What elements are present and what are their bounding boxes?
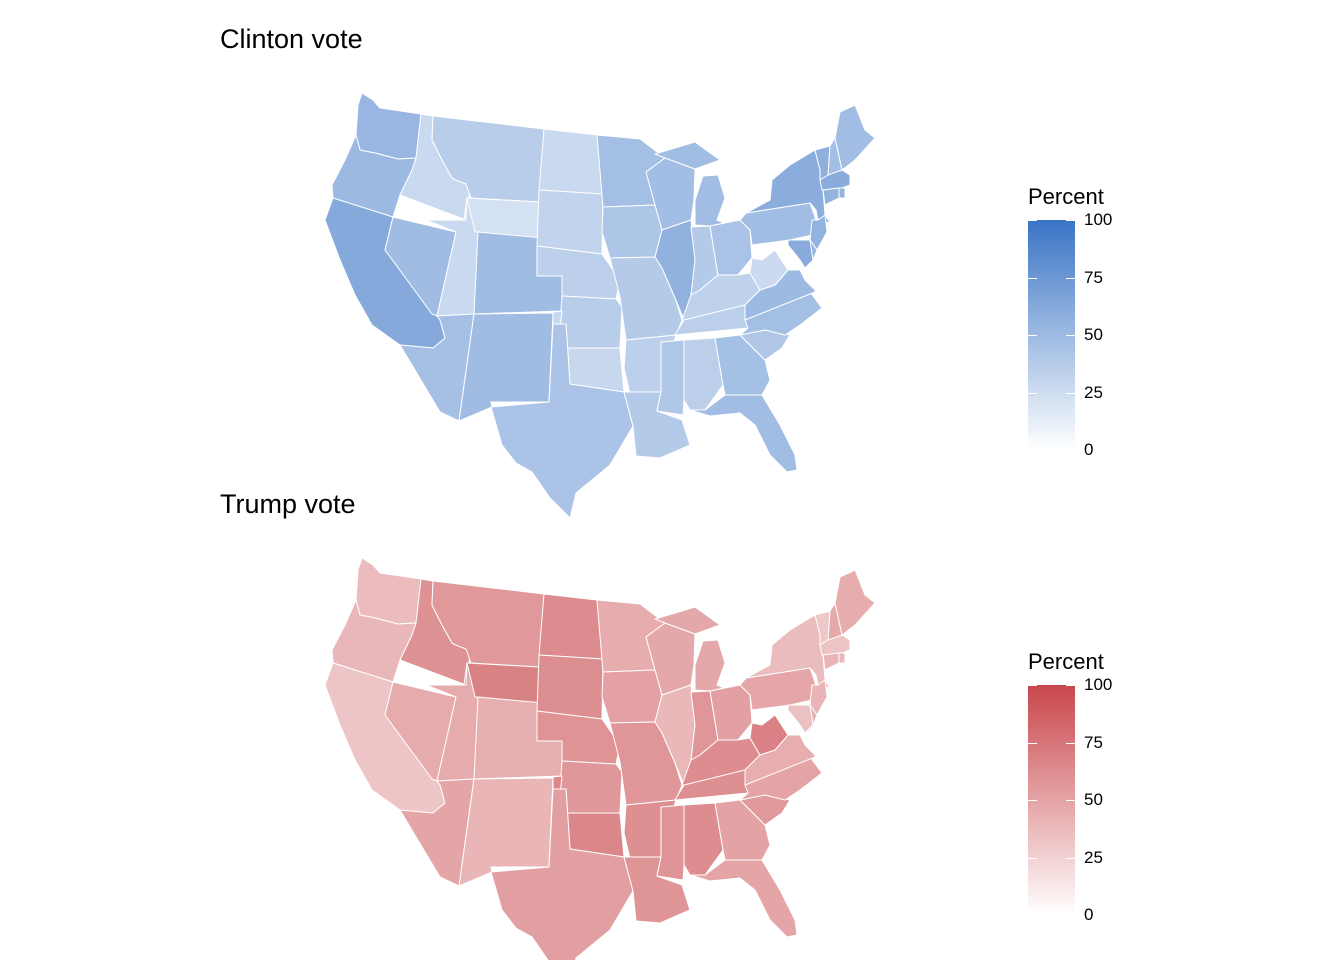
state-pa <box>739 667 817 711</box>
legend-tick-mark <box>1028 392 1037 394</box>
state-md <box>787 704 814 734</box>
state-ia <box>601 204 663 259</box>
legend-title: Percent <box>1028 184 1104 209</box>
state-nd <box>538 593 604 660</box>
legend-tick-mark <box>1028 685 1037 686</box>
state-me <box>834 104 876 171</box>
legend-tick-mark <box>1066 335 1075 336</box>
state-ct <box>822 187 840 206</box>
legend-title: Percent <box>1028 649 1104 674</box>
panel-title: Trump vote <box>220 489 356 519</box>
legend-tick-label: 75 <box>1084 267 1103 287</box>
state-wv <box>749 249 789 291</box>
color-legend: Percent 100 75 50 25 0 <box>1026 184 1146 464</box>
legend-tick-label: 100 <box>1084 675 1113 694</box>
state-tx <box>490 323 634 519</box>
us-map <box>324 92 876 519</box>
legend-tick-label: 75 <box>1084 732 1103 752</box>
color-legend: Percent 100 75 50 25 0 <box>1026 649 1146 929</box>
legend-tick-mark <box>1066 685 1075 686</box>
legend-tick-mark <box>1066 742 1075 744</box>
us-map <box>324 557 876 960</box>
state-nv <box>384 681 457 782</box>
legend-tick-mark <box>1066 857 1075 859</box>
state-ms <box>656 339 685 416</box>
legend-tick-label: 100 <box>1084 210 1113 229</box>
state-oh <box>709 684 753 741</box>
state-oh <box>709 219 753 276</box>
legend-tick-mark <box>1066 277 1075 279</box>
legend-tick-label: 25 <box>1084 382 1103 402</box>
state-nc <box>739 756 823 801</box>
legend-tick-mark <box>1028 335 1037 336</box>
legend-tick-label: 0 <box>1084 905 1094 924</box>
panel-title: Clinton vote <box>220 24 363 54</box>
state-ri <box>838 652 846 664</box>
state-me <box>834 569 876 636</box>
clinton-map-panel: Clinton vote Percent 100 75 50 25 0 <box>0 0 1344 519</box>
state-sd <box>536 654 604 720</box>
state-wa <box>355 92 422 160</box>
legend-tick-label: 50 <box>1084 325 1103 344</box>
state-nv <box>384 216 457 317</box>
state-ct <box>822 652 840 671</box>
legend-tick-mark <box>1028 277 1037 279</box>
state-wa <box>355 557 422 625</box>
state-tx <box>490 788 634 960</box>
legend-tick-mark <box>1028 915 1037 916</box>
state-pa <box>739 202 817 246</box>
state-ia <box>601 669 663 724</box>
state-mi <box>654 606 726 692</box>
state-fl <box>689 394 798 473</box>
legend-tick-mark <box>1066 392 1075 394</box>
state-ms <box>656 804 685 881</box>
legend-tick-label: 0 <box>1084 440 1094 459</box>
state-nd <box>538 128 604 195</box>
legend-tick-mark <box>1066 915 1075 916</box>
state-nc <box>739 291 823 336</box>
state-mi <box>654 141 726 227</box>
state-ks <box>557 295 623 349</box>
legend-tick-label: 25 <box>1084 847 1103 867</box>
state-ks <box>557 760 623 814</box>
state-md <box>787 239 814 269</box>
legend-tick-mark <box>1028 742 1037 744</box>
state-wv <box>749 714 789 756</box>
legend-tick-mark <box>1028 857 1037 859</box>
state-fl <box>689 859 798 938</box>
legend-tick-mark <box>1066 800 1075 801</box>
state-ri <box>838 187 846 199</box>
legend-tick-mark <box>1066 220 1075 221</box>
legend-tick-label: 50 <box>1084 790 1103 809</box>
legend-tick-mark <box>1028 450 1037 451</box>
trump-map-panel: Trump vote Percent 100 75 50 25 0 <box>0 465 1344 960</box>
legend-tick-mark <box>1028 800 1037 801</box>
state-sd <box>536 189 604 255</box>
legend-tick-mark <box>1028 220 1037 221</box>
legend-tick-mark <box>1066 450 1075 451</box>
